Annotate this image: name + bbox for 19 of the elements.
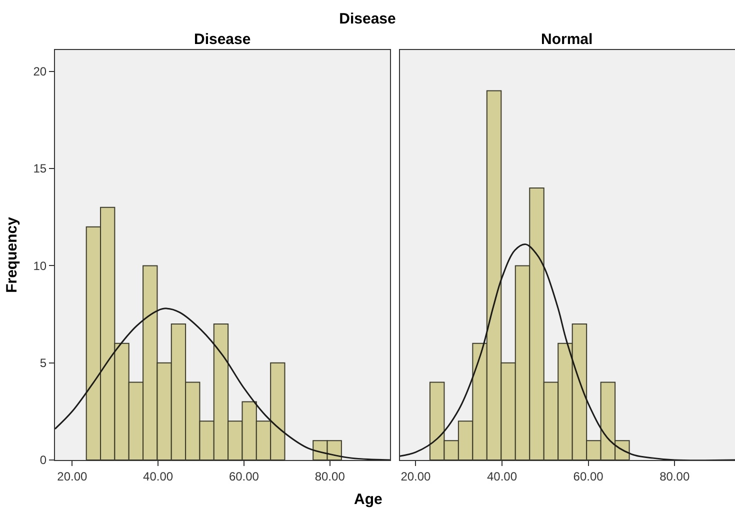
x-tick-label: 20.00 <box>57 469 88 484</box>
line-series <box>55 308 390 460</box>
chart-subtitle: Disease <box>194 31 251 48</box>
chart-subtitle: Normal <box>541 31 593 48</box>
x-tick-label: 40.00 <box>143 469 174 484</box>
y-tick-label: 0 <box>40 453 47 468</box>
x-tick-label: 60.00 <box>228 469 260 484</box>
x-axis-title: Age <box>354 491 382 508</box>
x-tick-label: 60.00 <box>573 469 604 484</box>
y-tick-label: 10 <box>33 258 47 273</box>
y-tick-label: 15 <box>33 162 47 176</box>
y-tick-label: 5 <box>40 356 47 370</box>
y-tick-label: 20 <box>33 64 47 79</box>
y-axis-title: Frequency <box>3 216 20 293</box>
x-tick-label: 20.00 <box>400 469 432 484</box>
x-tick-label: 40.00 <box>486 469 518 484</box>
chart-title: Disease <box>339 10 396 28</box>
x-tick-label: 80.00 <box>314 469 346 484</box>
x-tick-label: 80.00 <box>660 469 690 484</box>
